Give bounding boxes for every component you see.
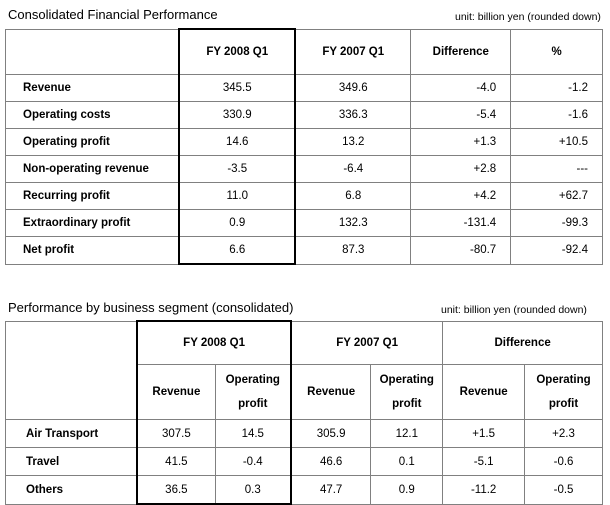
row-label: Revenue: [5, 74, 180, 102]
table-subheader-row: Revenue Operating profit Revenue Operatin…: [6, 364, 603, 420]
table-row: Net profit 6.6 87.3 -80.7 -92.4: [5, 236, 603, 265]
cell-fy2007: 336.3: [294, 101, 412, 129]
header-difference: Difference: [410, 28, 512, 75]
row-label: Recurring profit: [5, 182, 180, 210]
segment-performance-table: FY 2008 Q1 FY 2007 Q1 Difference Revenue…: [5, 320, 603, 505]
cell-fy2008: 14.6: [178, 128, 297, 156]
cell-fy2008: 11.0: [178, 182, 297, 210]
table-group-header-row: FY 2008 Q1 FY 2007 Q1 Difference: [5, 320, 603, 420]
cell-fy2007: 6.8: [294, 182, 412, 210]
table-row: Non-operating revenue -3.5 -6.4 +2.8 ---: [5, 155, 603, 183]
cell-op-fy2007: 0.9: [370, 475, 444, 505]
header-fy2008: FY 2008 Q1: [136, 320, 292, 365]
cell-rev-fy2007: 46.6: [290, 447, 372, 476]
cell-fy2008: 345.5: [178, 74, 297, 102]
section1-unit: unit: billion yen (rounded down): [455, 11, 601, 23]
row-label: Others: [5, 475, 138, 505]
row-label: Operating profit: [5, 128, 180, 156]
cell-percent: +62.7: [510, 182, 603, 210]
table-row: Operating profit 14.6 13.2 +1.3 +10.5: [5, 128, 603, 156]
cell-rev-fy2007: 305.9: [290, 419, 372, 448]
header-fy2007: FY 2007 Q1: [294, 28, 412, 75]
header-empty: [5, 28, 180, 75]
cell-fy2008: -3.5: [178, 155, 297, 183]
cell-fy2008: 6.6: [178, 236, 297, 265]
row-label: Net profit: [5, 236, 180, 265]
subheader-op-line1: Operating: [225, 374, 280, 386]
cell-op-fy2008: 14.5: [214, 419, 292, 448]
cell-percent: ---: [510, 155, 603, 183]
cell-op-diff: +2.3: [524, 419, 603, 448]
cell-percent: -92.4: [510, 236, 603, 265]
table-row: Operating costs 330.9 336.3 -5.4 -1.6: [5, 101, 603, 129]
header-fy2008: FY 2008 Q1: [178, 28, 297, 75]
cell-difference: +2.8: [410, 155, 512, 183]
header-fy2007: FY 2007 Q1: [290, 320, 444, 365]
cell-percent: -1.6: [510, 101, 603, 129]
table-row: Recurring profit 11.0 6.8 +4.2 +62.7: [5, 182, 603, 210]
cell-rev-fy2008: 307.5: [136, 419, 216, 448]
subheader-operating-profit: Operating profit: [370, 364, 444, 420]
subheader-operating-profit: Operating profit: [214, 364, 292, 420]
cell-percent: -1.2: [510, 74, 603, 102]
cell-difference: -4.0: [410, 74, 512, 102]
cell-difference: -131.4: [410, 209, 512, 237]
cell-rev-diff: -5.1: [442, 447, 526, 476]
cell-difference: -5.4: [410, 101, 512, 129]
table-row: Revenue 345.5 349.6 -4.0 -1.2: [5, 74, 603, 102]
table-row: Travel 41.5 -0.4 46.6 0.1 -5.1 -0.6: [5, 447, 603, 476]
header-empty: [5, 320, 138, 420]
subheader-revenue: Revenue: [136, 364, 216, 420]
cell-rev-fy2007: 47.7: [290, 475, 372, 505]
cell-fy2008: 0.9: [178, 209, 297, 237]
consolidated-performance-table: FY 2008 Q1 FY 2007 Q1 Difference % Reven…: [5, 28, 603, 265]
cell-op-fy2008: 0.3: [214, 475, 292, 505]
cell-op-fy2007: 12.1: [370, 419, 444, 448]
subheader-op-line2: profit: [238, 398, 268, 410]
table-header-row: FY 2008 Q1 FY 2007 Q1 Difference %: [5, 28, 603, 75]
table-row: Extraordinary profit 0.9 132.3 -131.4 -9…: [5, 209, 603, 237]
cell-difference: -80.7: [410, 236, 512, 265]
cell-op-fy2008: -0.4: [214, 447, 292, 476]
subheader-op-line1: Operating: [536, 374, 591, 386]
row-label: Non-operating revenue: [5, 155, 180, 183]
cell-rev-fy2008: 41.5: [136, 447, 216, 476]
cell-fy2007: 132.3: [294, 209, 412, 237]
section1-title: Consolidated Financial Performance: [8, 7, 218, 22]
row-label: Air Transport: [5, 419, 138, 448]
subheader-op-line2: profit: [392, 398, 422, 410]
table-row: Others 36.5 0.3 47.7 0.9 -11.2 -0.5: [5, 475, 603, 505]
subheader-op-line1: Operating: [379, 374, 434, 386]
row-label: Travel: [5, 447, 138, 476]
cell-op-diff: -0.6: [524, 447, 603, 476]
cell-percent: -99.3: [510, 209, 603, 237]
cell-op-fy2007: 0.1: [370, 447, 444, 476]
table-row: Air Transport 307.5 14.5 305.9 12.1 +1.5…: [5, 419, 603, 448]
subheader-revenue: Revenue: [442, 364, 526, 420]
header-difference: Difference: [442, 320, 603, 365]
cell-difference: +4.2: [410, 182, 512, 210]
row-label: Extraordinary profit: [5, 209, 180, 237]
subheader-op-line2: profit: [548, 398, 579, 410]
cell-difference: +1.3: [410, 128, 512, 156]
cell-rev-diff: +1.5: [442, 419, 526, 448]
section2-unit: unit: billion yen (rounded down): [441, 304, 587, 316]
cell-fy2007: 349.6: [294, 74, 412, 102]
cell-fy2007: -6.4: [294, 155, 412, 183]
cell-fy2008: 330.9: [178, 101, 297, 129]
cell-fy2007: 87.3: [294, 236, 412, 265]
subheader-revenue: Revenue: [290, 364, 372, 420]
subheader-operating-profit: Operating profit: [524, 364, 603, 420]
cell-rev-diff: -11.2: [442, 475, 526, 505]
cell-fy2007: 13.2: [294, 128, 412, 156]
header-percent: %: [510, 28, 603, 75]
section2-title: Performance by business segment (consoli…: [8, 300, 294, 315]
row-label: Operating costs: [5, 101, 180, 129]
cell-rev-fy2008: 36.5: [136, 475, 216, 505]
cell-percent: +10.5: [510, 128, 603, 156]
cell-op-diff: -0.5: [524, 475, 603, 505]
